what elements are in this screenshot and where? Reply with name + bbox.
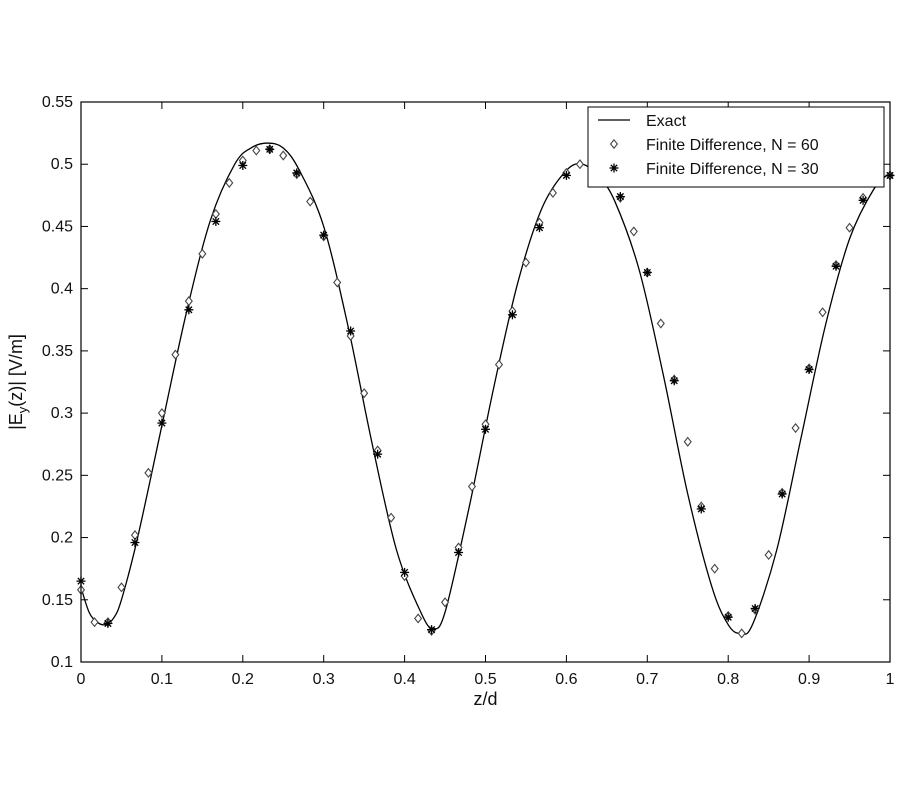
y-tick-label: 0.4 — [51, 281, 73, 298]
n60-point — [360, 388, 369, 399]
legend-label: Finite Difference, N = 30 — [646, 161, 819, 178]
y-tick-label: 0.1 — [51, 654, 73, 671]
n60-point — [683, 436, 692, 447]
y-tick-label: 0.15 — [42, 592, 73, 609]
n30-point — [292, 168, 302, 178]
n60-point — [656, 318, 665, 329]
n30-point — [481, 424, 490, 434]
n60-point — [818, 307, 827, 318]
n30-point — [804, 365, 814, 375]
n30-point — [777, 489, 787, 499]
n60-point — [710, 563, 719, 574]
n60-point — [144, 467, 153, 478]
n60-point — [791, 422, 800, 434]
n60-point — [467, 481, 477, 492]
n30-point — [507, 310, 517, 320]
n30-point — [157, 418, 167, 428]
n60-point — [117, 582, 126, 593]
y-tick-label: 0.45 — [42, 218, 73, 235]
n60-point — [90, 617, 99, 628]
legend-star-swatch — [609, 163, 619, 173]
x-axis-label: z/d — [473, 689, 497, 709]
n60-point — [414, 613, 423, 624]
n30-point — [238, 160, 248, 170]
y-tick-label: 0.55 — [42, 94, 73, 111]
n30-point — [400, 567, 410, 577]
x-tick-label: 0.6 — [555, 671, 577, 688]
x-tick-label: 0.8 — [717, 671, 739, 688]
n60-point — [764, 549, 773, 561]
n60-point — [575, 159, 584, 170]
n30-point — [561, 170, 571, 180]
n60-point — [279, 150, 288, 161]
x-tick-label: 0.9 — [798, 671, 820, 688]
legend: Exact Finite Difference, N = 60 Finite Dif… — [587, 106, 885, 188]
x-tick-label: 0.7 — [636, 671, 658, 688]
n30-point — [427, 625, 437, 635]
n60-point — [306, 196, 315, 207]
y-tick-label: 0.35 — [42, 343, 73, 360]
n30-point — [534, 223, 544, 233]
axis-ticks: 0 0.1 0.2 0.3 0.4 0.5 0.6 0.7 0.8 0.9 10.10.150.20… — [42, 94, 895, 688]
n60-point — [346, 330, 355, 342]
n60-point — [629, 226, 638, 237]
y-axis-label: |Ey(z)| [V/m] — [6, 334, 30, 430]
n60-point — [845, 222, 854, 233]
n30-point — [454, 547, 464, 557]
x-tick-label: 0.5 — [474, 671, 496, 688]
n60-point — [494, 359, 504, 370]
legend-label: Finite Difference, N = 60 — [646, 137, 819, 154]
x-tick-label: 0 — [77, 671, 86, 688]
legend-diamond-swatch — [609, 138, 619, 150]
n30-point — [615, 192, 625, 202]
n60-point — [333, 277, 342, 288]
n30-point — [723, 612, 733, 622]
n30-point — [858, 195, 868, 205]
n60-point — [521, 257, 531, 268]
n60-point — [184, 296, 193, 307]
n60-point — [548, 187, 557, 198]
n60-point — [440, 597, 450, 608]
x-tick-label: 1 — [886, 671, 895, 688]
n30-point — [642, 267, 652, 277]
n30-point — [103, 618, 113, 628]
n30-point — [319, 230, 329, 240]
n60-point — [157, 408, 166, 419]
n30-point — [669, 376, 679, 386]
n30-point — [696, 504, 706, 514]
y-tick-label: 0.3 — [51, 405, 73, 422]
x-tick-label: 0.2 — [232, 671, 254, 688]
n30-point — [373, 449, 383, 459]
n60-point — [387, 512, 396, 523]
n60-point — [252, 145, 261, 156]
x-tick-label: 0.4 — [393, 671, 415, 688]
y-tick-label: 0.25 — [42, 467, 73, 484]
legend-label: Exact — [646, 113, 687, 130]
n30-point — [750, 603, 760, 613]
n60-point — [225, 177, 234, 188]
n60-point — [171, 349, 180, 360]
plot-area-background — [81, 102, 890, 662]
x-tick-label: 0.3 — [313, 671, 335, 688]
series-1 — [76, 144, 895, 639]
n30-point — [346, 326, 356, 336]
y-tick-label: 0.2 — [51, 530, 73, 547]
n60-point — [737, 628, 746, 639]
n30-point — [211, 216, 221, 226]
legend-box — [587, 106, 885, 188]
n30-point — [831, 261, 841, 271]
series-2 — [76, 144, 895, 635]
y-tick-label: 0.5 — [51, 156, 73, 173]
n30-point — [184, 305, 194, 315]
x-tick-label: 0.1 — [151, 671, 173, 688]
n30-point — [265, 144, 275, 154]
n30-point — [130, 538, 140, 548]
series-layer — [76, 142, 895, 639]
n60-point — [198, 248, 207, 259]
